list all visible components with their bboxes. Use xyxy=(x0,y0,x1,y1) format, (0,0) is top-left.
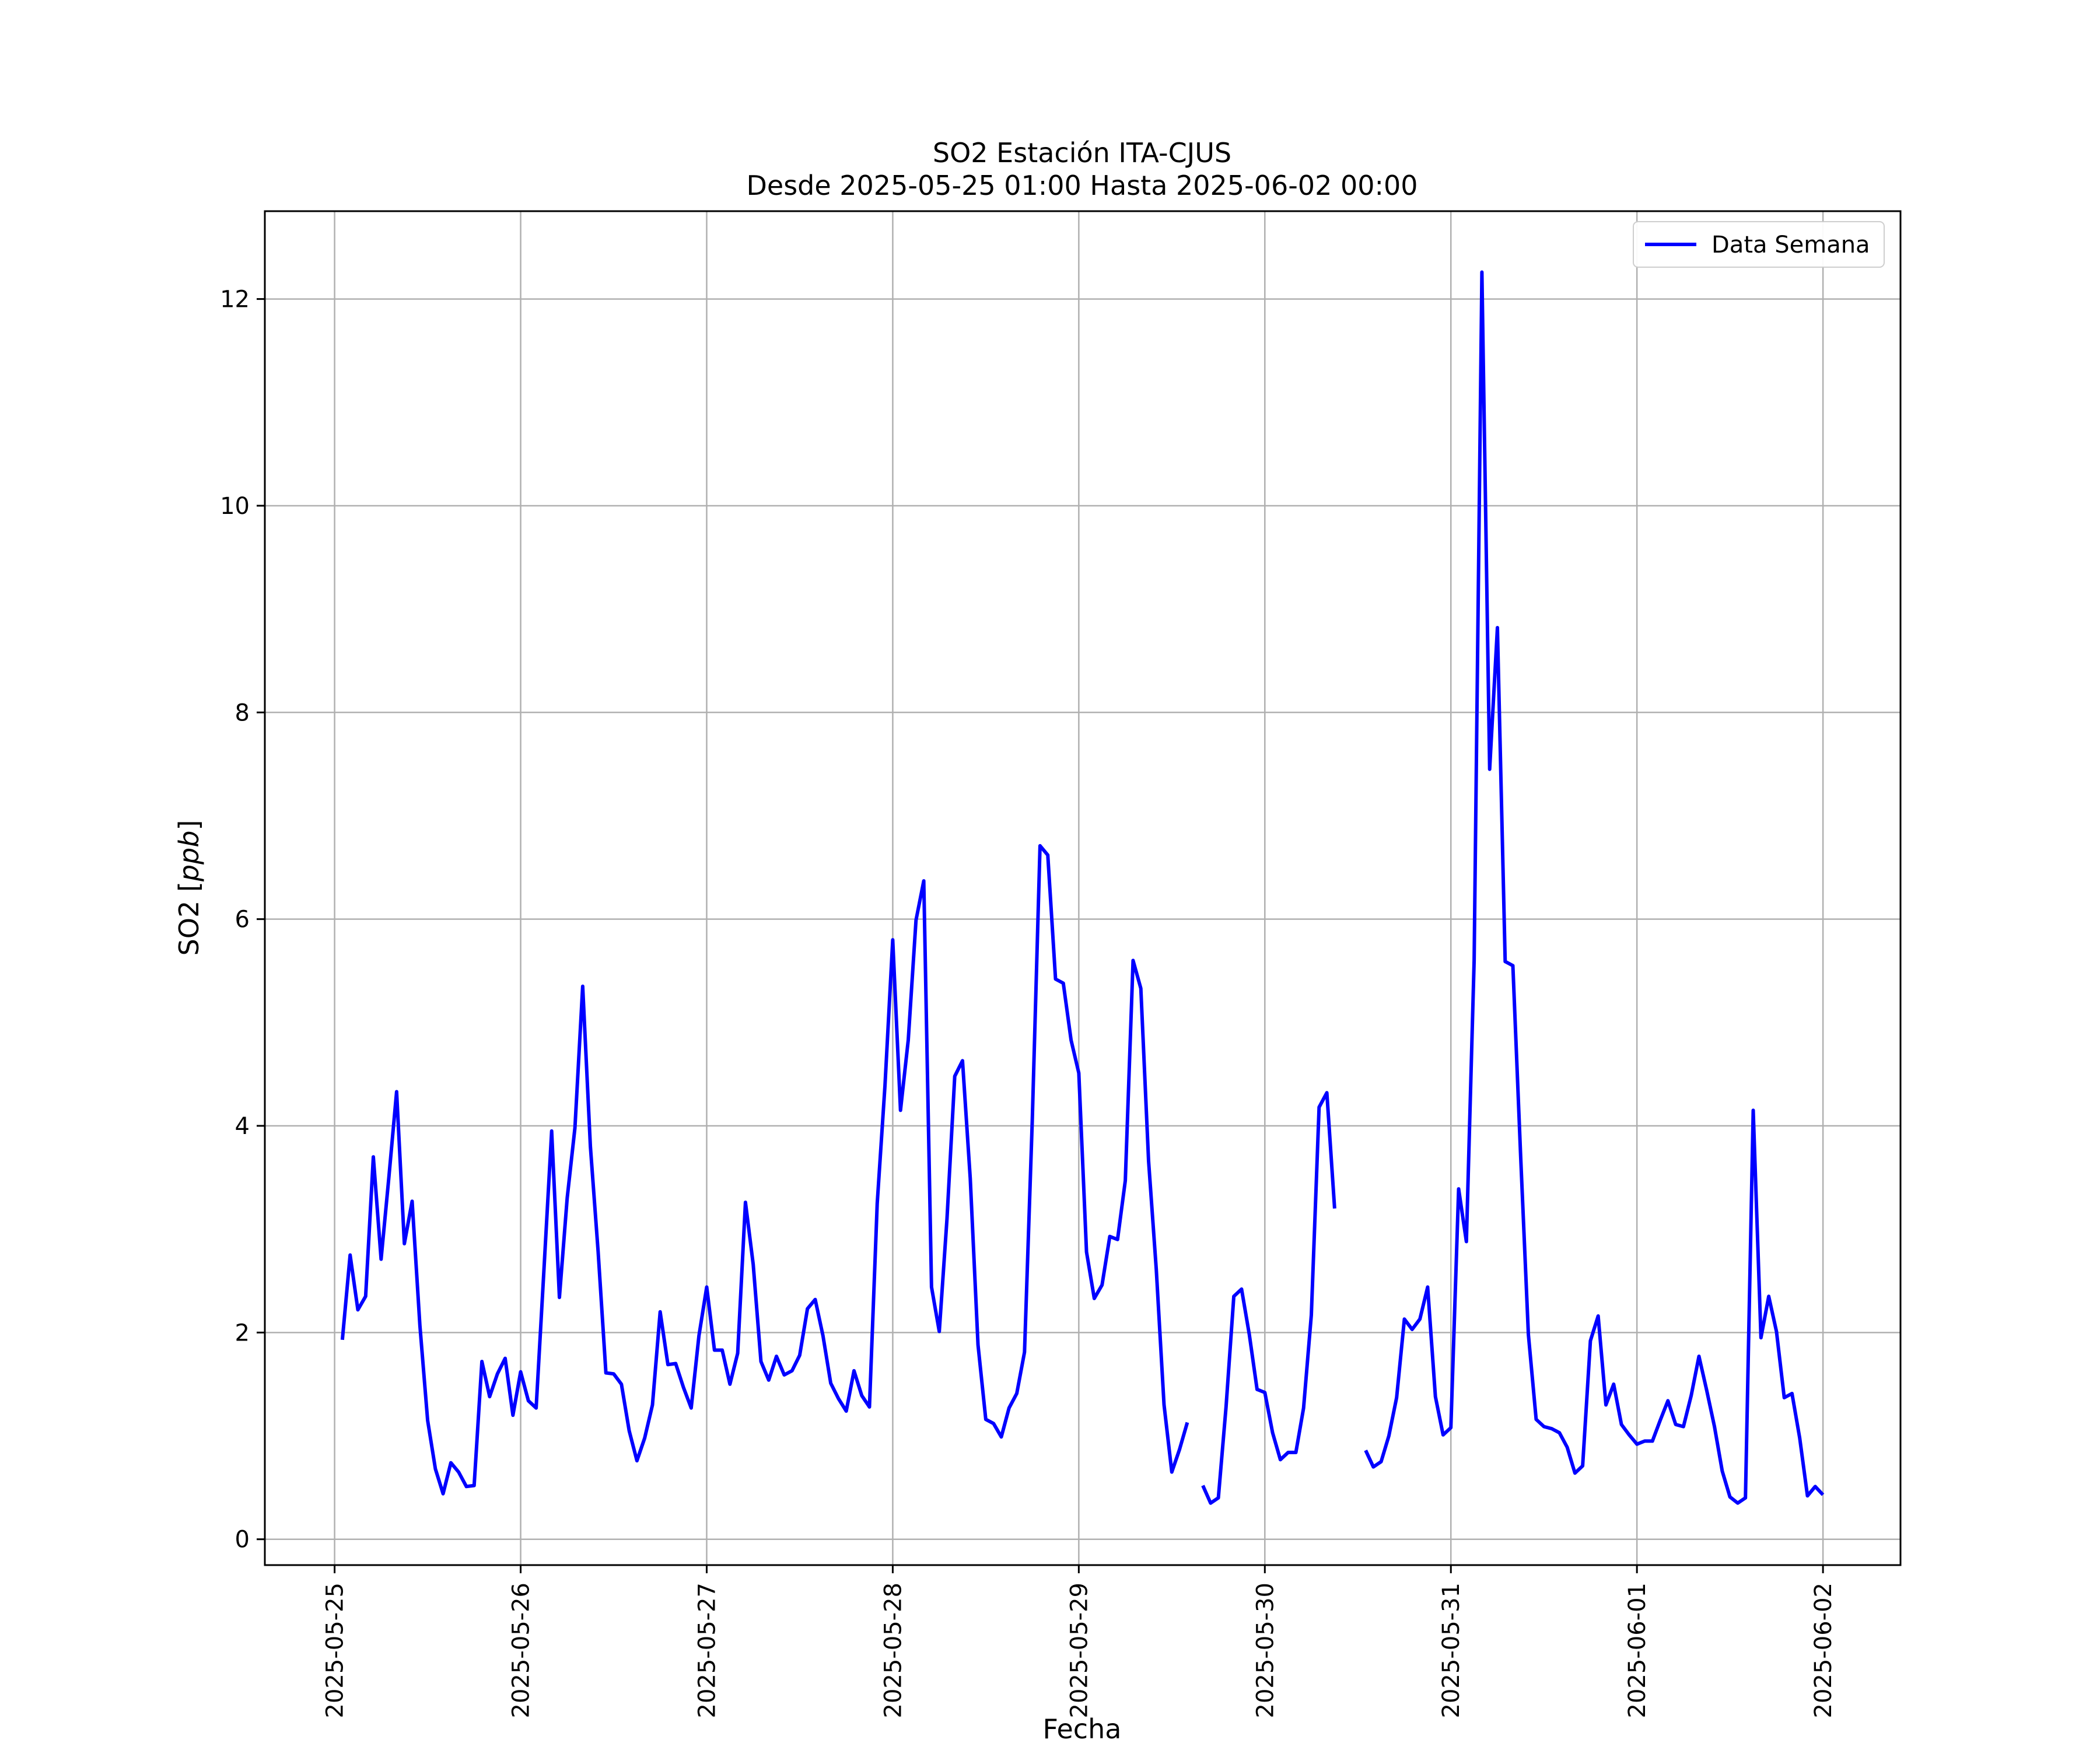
legend: Data Semana xyxy=(1633,221,1885,268)
x-tick-label: 2025-05-26 xyxy=(508,1583,535,1718)
y-axis-label-suffix: ] xyxy=(173,820,205,831)
x-axis-label: Fecha xyxy=(1043,1713,1122,1745)
grid-lines xyxy=(265,211,1901,1565)
y-tick-label: 10 xyxy=(220,493,250,520)
chart-subtitle: Desde 2025-05-25 01:00 Hasta 2025-06-02 … xyxy=(746,170,1418,201)
x-tick-label: 2025-06-01 xyxy=(1624,1583,1651,1718)
x-tick-label: 2025-06-02 xyxy=(1810,1583,1837,1718)
y-axis-ticks: 0 2 4 6 8 10 12 xyxy=(220,286,265,1553)
x-tick-label: 2025-05-25 xyxy=(322,1583,349,1718)
legend-box xyxy=(1633,221,1885,268)
x-tick-label: 2025-05-29 xyxy=(1066,1583,1093,1718)
legend-label: Data Semana xyxy=(1712,232,1870,258)
y-tick-label: 0 xyxy=(235,1527,250,1553)
y-tick-label: 4 xyxy=(235,1113,250,1140)
y-axis-label-unit: ppb xyxy=(173,831,205,883)
y-axis-label-prefix: SO2 [ xyxy=(173,881,205,956)
x-tick-label: 2025-05-31 xyxy=(1438,1583,1465,1718)
series-line-segment xyxy=(1364,270,1825,1505)
y-tick-label: 8 xyxy=(235,699,250,726)
chart-title: SO2 Estación ITA-CJUS xyxy=(933,137,1231,169)
x-tick-label: 2025-05-27 xyxy=(694,1583,720,1718)
series-line-segment xyxy=(1201,1091,1336,1505)
y-axis-label: SO2 [ppb] xyxy=(173,820,205,956)
data-series-line xyxy=(340,270,1825,1505)
y-tick-label: 12 xyxy=(220,286,250,313)
x-tick-label: 2025-05-28 xyxy=(880,1583,907,1718)
y-tick-label: 6 xyxy=(235,907,250,933)
plot-frame xyxy=(264,210,1902,1566)
x-tick-label: 2025-05-30 xyxy=(1252,1583,1279,1718)
x-axis-ticks: 2025-05-25 2025-05-26 2025-05-27 2025-05-28… xyxy=(322,1565,1837,1718)
y-tick-label: 2 xyxy=(235,1320,250,1346)
series-line-segment xyxy=(340,844,1189,1496)
